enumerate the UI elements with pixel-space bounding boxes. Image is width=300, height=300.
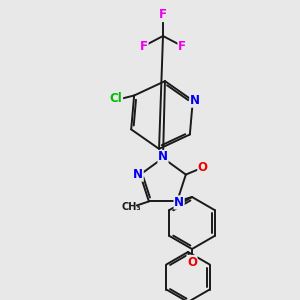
Text: F: F bbox=[159, 8, 167, 22]
Text: CH₃: CH₃ bbox=[121, 202, 141, 212]
Text: F: F bbox=[140, 40, 148, 52]
Text: N: N bbox=[174, 196, 184, 209]
Text: N: N bbox=[190, 94, 200, 107]
Text: O: O bbox=[187, 256, 197, 268]
Text: Cl: Cl bbox=[110, 92, 122, 105]
Text: N: N bbox=[133, 168, 143, 181]
Text: N: N bbox=[158, 151, 168, 164]
Text: F: F bbox=[178, 40, 186, 52]
Text: O: O bbox=[198, 161, 208, 174]
